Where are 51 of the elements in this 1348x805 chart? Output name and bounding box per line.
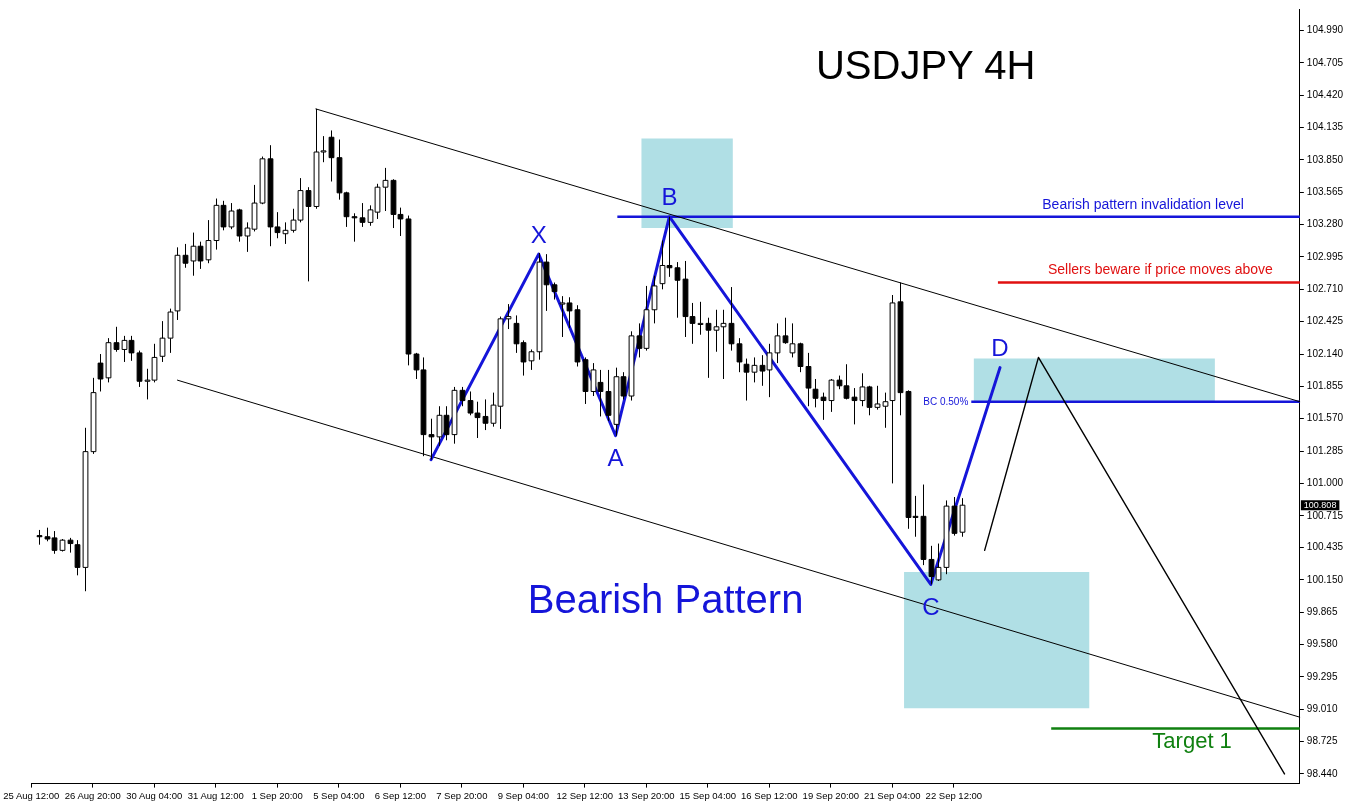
x-tick-label: 31 Aug 12:00 — [187, 789, 244, 801]
y-tick-label: 99.865 — [1306, 605, 1338, 617]
x-tick-label: 13 Sep 20:00 — [618, 789, 675, 801]
y-tick-label: 103.280 — [1306, 218, 1344, 230]
x-tick-label: 9 Sep 04:00 — [497, 789, 549, 801]
y-tick-label: 99.295 — [1306, 670, 1338, 682]
x-tick-label: 7 Sep 20:00 — [436, 789, 488, 801]
ref-line-label: Bearish pattern invalidation level — [1042, 195, 1244, 212]
y-tick-label: 104.420 — [1306, 89, 1344, 101]
y-tick-label: 104.705 — [1306, 56, 1344, 68]
y-tick-label: 100.435 — [1306, 541, 1344, 553]
y-tick-label: 103.565 — [1306, 186, 1344, 198]
y-tick-label: 102.425 — [1306, 315, 1344, 327]
x-tick-label: 5 Sep 04:00 — [313, 789, 365, 801]
y-tick-label: 101.285 — [1306, 444, 1344, 456]
y-tick-label: 100.715 — [1306, 509, 1344, 521]
x-tick-label: 22 Sep 12:00 — [925, 789, 983, 801]
y-tick-label: 103.850 — [1306, 153, 1344, 165]
y-tick-label: 99.010 — [1306, 703, 1338, 715]
x-tick-label: 30 Aug 04:00 — [126, 789, 183, 801]
y-tick-label: 101.855 — [1306, 380, 1344, 392]
x-tick-label: 21 Sep 04:00 — [864, 789, 921, 801]
x-tick-label: 19 Sep 20:00 — [802, 789, 860, 801]
annotation: B — [661, 183, 678, 211]
y-tick-label: 99.580 — [1306, 638, 1338, 650]
y-tick-label: 98.440 — [1306, 767, 1338, 779]
text: 100.808 — [1303, 499, 1337, 510]
x-tick-label: 12 Sep 12:00 — [556, 789, 614, 801]
text: USDJPY 4H — [815, 43, 1036, 88]
y-tick-label: 98.725 — [1306, 735, 1338, 747]
y-tick-label: 104.135 — [1306, 121, 1344, 133]
annotation: Bearish Pattern — [527, 576, 804, 621]
ref-line-label: Target 1 — [1152, 727, 1232, 753]
y-tick-label: 104.990 — [1306, 24, 1344, 36]
x-tick-label: 26 Aug 20:00 — [64, 789, 121, 801]
y-tick-label: 100.150 — [1306, 573, 1344, 585]
y-tick-label: 101.000 — [1306, 477, 1344, 489]
y-tick-label: 102.140 — [1306, 347, 1344, 359]
x-tick-label: 6 Sep 12:00 — [374, 789, 426, 801]
x-tick-label: 16 Sep 12:00 — [741, 789, 798, 801]
annotation: X — [530, 220, 547, 248]
y-tick-label: 102.995 — [1306, 250, 1344, 262]
ref-line-label: BC 0.50% — [923, 396, 969, 408]
x-tick-label: 25 Aug 12:00 — [3, 789, 60, 801]
ref-line-label: Sellers beware if price moves above — [1047, 261, 1274, 278]
annotation: A — [607, 444, 624, 472]
x-tick-label: 1 Sep 20:00 — [251, 789, 303, 801]
y-tick-label: 101.570 — [1306, 412, 1344, 424]
y-tick-label: 102.710 — [1306, 283, 1344, 295]
x-tick-label: 15 Sep 04:00 — [679, 789, 737, 801]
annotation: D — [991, 334, 1009, 362]
